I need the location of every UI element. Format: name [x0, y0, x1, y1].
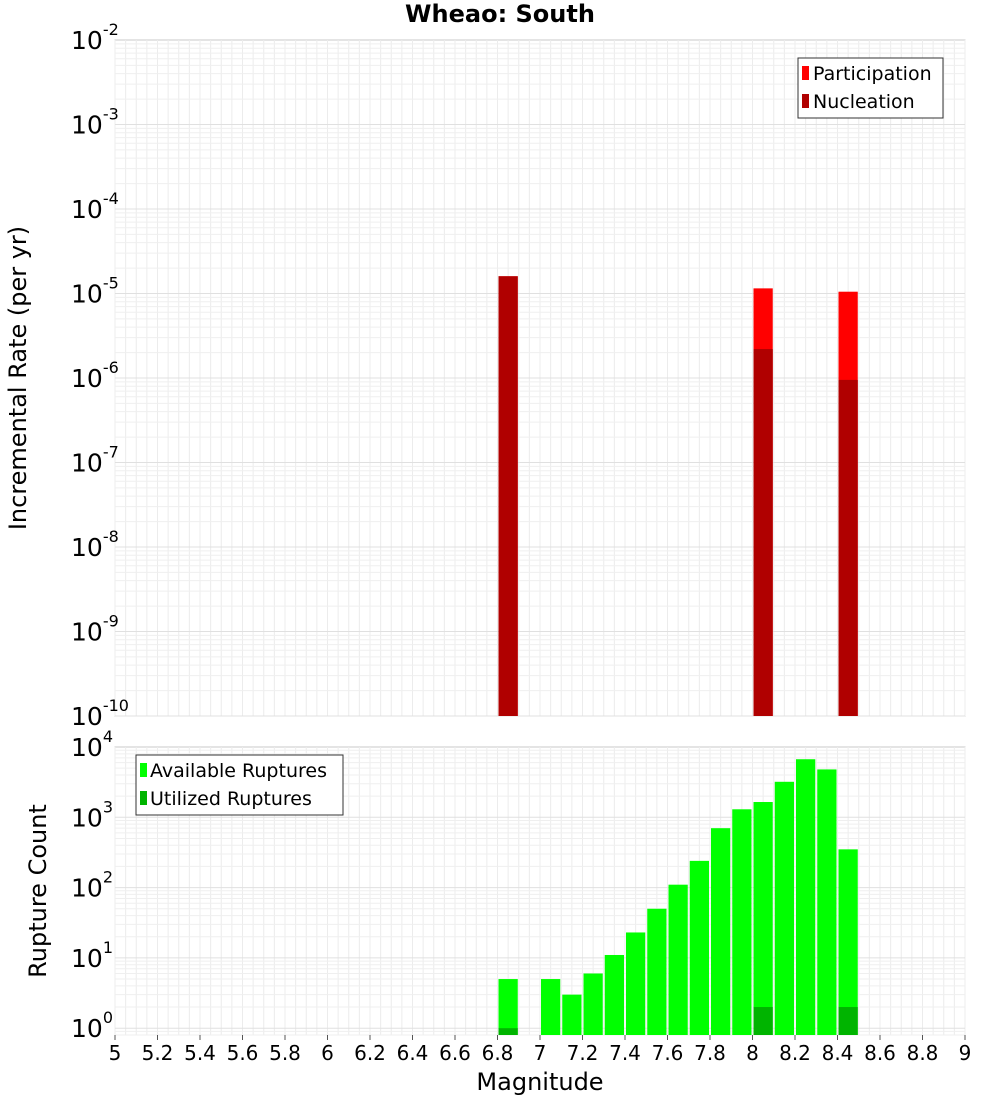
x-tick-label: 5.6 [227, 1041, 259, 1065]
x-tick-label: 7.8 [694, 1041, 726, 1065]
nucleation-bar [753, 349, 773, 716]
x-tick-label: 6 [321, 1041, 334, 1065]
x-tick-label: 7 [534, 1041, 547, 1065]
x-tick-label: 5.4 [184, 1041, 216, 1065]
x-tick-label: 7.6 [652, 1041, 684, 1065]
nucleation-legend-label: Nucleation [813, 91, 915, 113]
y-tick-label: 100 [71, 1008, 113, 1043]
available-ruptures-bar [711, 828, 731, 1035]
x-tick-label: 8.4 [822, 1041, 854, 1065]
x-tick-label: 5.8 [269, 1041, 301, 1065]
rate-legend-box [797, 57, 944, 119]
available-legend-label: Available Ruptures [150, 760, 327, 782]
available-ruptures-bar [753, 802, 773, 1035]
available-ruptures-bar [562, 994, 582, 1035]
available-legend-swatch [140, 763, 147, 777]
y-tick-label: 102 [71, 868, 113, 903]
rate-y-axis-label: Incremental Rate (per yr) [4, 226, 32, 530]
utilized-ruptures-bar [498, 1028, 518, 1035]
x-tick-label: 6.6 [439, 1041, 471, 1065]
available-ruptures-bar [732, 809, 752, 1035]
available-ruptures-bar [583, 973, 603, 1035]
utilized-ruptures-bar [753, 1007, 773, 1035]
x-tick-label: 7.4 [609, 1041, 641, 1065]
chart-title: Wheao: South [405, 0, 595, 28]
rate-gridlines [114, 40, 966, 717]
count-panel: 100 101 102 103 104 5 5.2 5.4 5.6 5.8 6 6.2 6.4 6.6 6… [24, 727, 971, 1096]
y-tick-label: 10-8 [71, 527, 119, 562]
utilized-legend-swatch [140, 791, 147, 805]
y-tick-label: 101 [71, 938, 113, 973]
y-tick-label: 10-3 [71, 105, 119, 140]
x-axis-label: Magnitude [476, 1068, 603, 1096]
rate-panel: 10-10 10-9 10-8 10-7 10-6 10-5 10-4 10-3 10-2 In… [4, 20, 966, 731]
available-ruptures-bar [689, 860, 709, 1035]
x-tick-label: 8.8 [907, 1041, 939, 1065]
x-tick-label: 8.2 [779, 1041, 811, 1065]
x-tick-label: 8.6 [864, 1041, 896, 1065]
count-legend: Available Ruptures Utilized Ruptures [135, 754, 344, 816]
rate-legend: Participation Nucleation [797, 57, 944, 119]
available-ruptures-bar [541, 979, 561, 1035]
x-tick-labels: 5 5.2 5.4 5.6 5.8 6 6.2 6.4 6.6 6.8 7 7.2 7.4 7.6 7.8 8… [109, 1035, 972, 1065]
available-ruptures-bar [626, 932, 646, 1035]
count-bars [498, 759, 858, 1035]
participation-legend-label: Participation [813, 63, 932, 85]
y-tick-label: 10-2 [71, 20, 119, 55]
count-y-axis-label: Rupture Count [24, 804, 52, 978]
y-tick-label: 103 [71, 797, 113, 832]
nucleation-bar [498, 276, 518, 716]
y-tick-label: 10-7 [71, 443, 119, 478]
count-y-tick-labels: 100 101 102 103 104 [71, 727, 113, 1043]
x-tick-label: 6.4 [397, 1041, 429, 1065]
x-tick-label: 5.2 [142, 1041, 174, 1065]
available-ruptures-bar [604, 954, 624, 1035]
available-ruptures-bar [498, 979, 518, 1035]
participation-legend-swatch [802, 66, 809, 80]
available-ruptures-bar [774, 781, 794, 1035]
y-tick-label: 10-6 [71, 358, 119, 393]
y-tick-label: 10-10 [71, 696, 129, 731]
available-ruptures-bar [796, 759, 816, 1035]
x-tick-label: 5 [109, 1041, 122, 1065]
available-ruptures-bar [668, 884, 688, 1035]
y-tick-label: 104 [71, 727, 113, 762]
available-ruptures-bar [647, 908, 667, 1035]
y-tick-label: 10-4 [71, 189, 119, 224]
x-tick-label: 9 [959, 1041, 972, 1065]
nucleation-legend-swatch [802, 94, 809, 108]
available-ruptures-bar [838, 849, 858, 1035]
utilized-legend-label: Utilized Ruptures [150, 788, 312, 810]
x-tick-label: 6.8 [482, 1041, 514, 1065]
available-ruptures-bar [817, 769, 837, 1035]
x-tick-label: 8 [746, 1041, 759, 1065]
y-tick-label: 10-9 [71, 612, 119, 647]
rate-bars [498, 276, 858, 716]
x-tick-label: 6.2 [354, 1041, 386, 1065]
nucleation-bar [838, 379, 858, 716]
rate-y-tick-labels: 10-10 10-9 10-8 10-7 10-6 10-5 10-4 10-3 10-2 [71, 20, 129, 731]
y-tick-label: 10-5 [71, 274, 119, 309]
x-tick-label: 7.2 [567, 1041, 599, 1065]
count-legend-box [135, 754, 344, 816]
utilized-ruptures-bar [838, 1007, 858, 1035]
